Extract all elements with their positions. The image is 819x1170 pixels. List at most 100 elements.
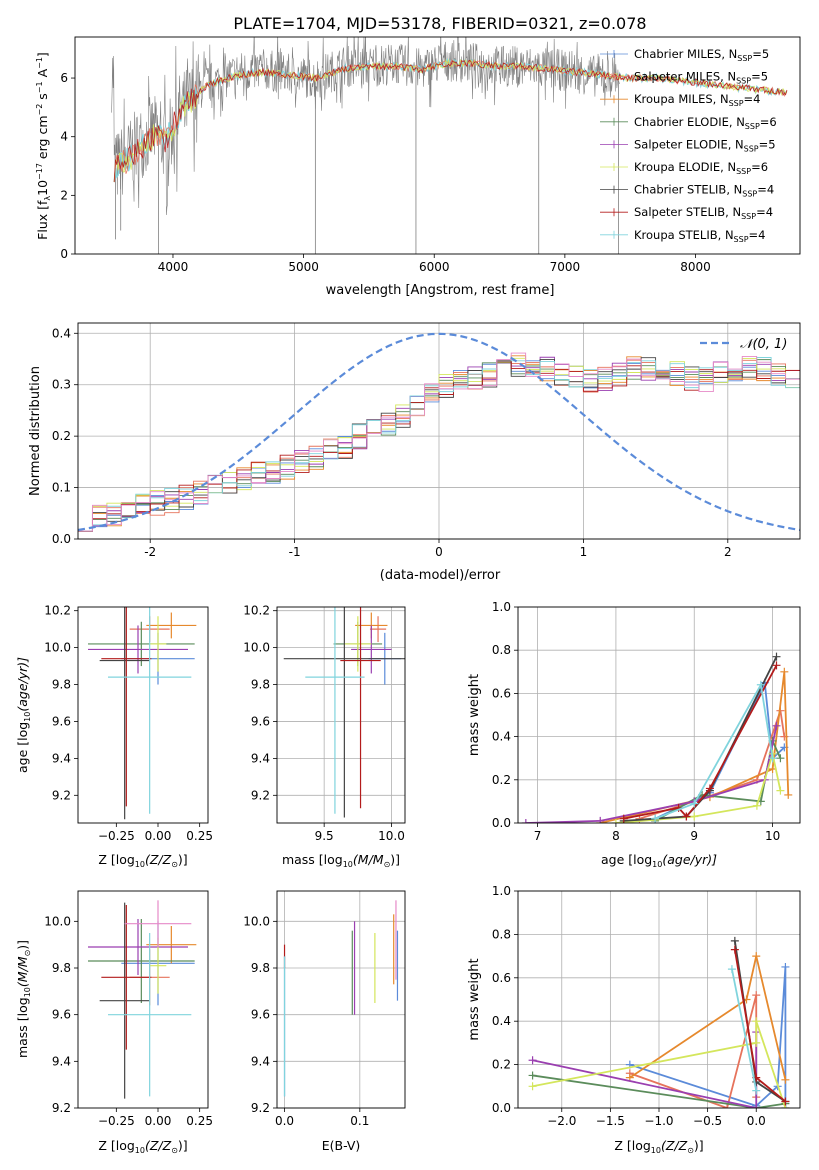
legend-entry-part: =5 (751, 70, 768, 84)
legend-entry: Chabrier MILES, NSSP=5 (634, 47, 769, 63)
weight-series-point (776, 786, 785, 795)
y-axis-label-part: Flux [f (35, 200, 50, 240)
y-tick-label: 0.3 (52, 378, 71, 392)
age_vs_Z-axes: −0.25 0.00 0.259.29.49.69.810.010.2Z [log1… (15, 604, 213, 869)
y-tick-label: 9.6 (251, 714, 270, 728)
y-tick-label: 0.6 (492, 971, 511, 985)
y-tick-label: 9.8 (52, 678, 71, 692)
y-tick-label: 9.8 (52, 961, 71, 975)
y-tick-label: 9.2 (251, 788, 270, 802)
y-tick-label: 0.6 (492, 686, 511, 700)
y-tick-label: 4 (60, 130, 68, 144)
x-axis-label-part: age [log (601, 852, 652, 867)
x-axis-label-part: Z [log (98, 852, 134, 867)
y-axis-label: mass weight (467, 674, 482, 756)
legend-entry-part: N (736, 115, 745, 129)
weight_vs_Z-plot (528, 936, 790, 1108)
weight-series-point (682, 812, 691, 821)
legend-entry-part: =4 (749, 228, 766, 242)
weight-series-point (619, 814, 628, 823)
y-axis-label: mass [log10(M/M⊙)] (15, 940, 32, 1058)
x-axis-label-part: )] (178, 1138, 188, 1153)
normal-curve (78, 332, 800, 532)
x-axis-label-part: (M/M (353, 852, 384, 867)
x-tick-label: 5000 (288, 260, 319, 274)
y-axis-label-part: A (35, 68, 50, 81)
legend-entry-part: SSP (737, 54, 752, 63)
y-axis-label-part: mass [log (15, 997, 30, 1058)
weight-series-point (730, 936, 739, 945)
weight-series-point (528, 1082, 537, 1091)
x-axis-label: age [log10(age/yr)] (601, 852, 717, 869)
spectrum-plot (111, 37, 788, 254)
legend-entry: 𝒩(0, 1) (740, 337, 787, 352)
weight-series-point (752, 801, 761, 810)
y-axis-label-part: (age/yr)] (15, 657, 30, 712)
x-tick-label: 0.0 (275, 1114, 294, 1128)
x-axis-label-part: ⊙ (687, 1146, 694, 1155)
x-tick-label: −1.0 (644, 1114, 673, 1128)
weight-series-point (752, 1104, 761, 1108)
x-tick-label: 0.00 (145, 829, 172, 843)
y-axis-label-part: )] (15, 940, 30, 950)
histogram-step (78, 357, 800, 532)
x-tick-label: −0.25 (98, 1114, 135, 1128)
legend-entry: Kroupa MILES, NSSP=4 (634, 92, 761, 108)
weight_vs_Z-axes: −2.0 −1.5 −1.0 −0.5 0.0 0.0 0.2 0.4 0.6 0.8 1.0 mas… (467, 884, 801, 1155)
weight-series-point (690, 799, 699, 808)
legend-entry-part: N (727, 70, 736, 84)
y-tick-label: 2 (60, 188, 68, 202)
y-tick-label: 10.2 (44, 604, 71, 618)
x-tick-label: 9.5 (315, 829, 334, 843)
legend-entry-part: Chabrier STELIB, (634, 183, 734, 197)
mass_vs_EBV-frame (276, 890, 406, 1109)
x-axis-label-part: ⊙ (384, 860, 391, 869)
x-axis-label-part: )] (694, 1138, 704, 1153)
y-tick-label: 6 (60, 71, 68, 85)
x-axis-label-part: 10 (652, 860, 662, 869)
weight-series-point (752, 952, 761, 961)
weight-series-point (752, 1086, 761, 1095)
legend-entry-part: N (720, 92, 729, 106)
weight-series-point (776, 754, 785, 763)
y-tick-label: 1.0 (492, 600, 511, 614)
weight-series-line (639, 710, 786, 820)
y-tick-label: 0.2 (492, 773, 511, 787)
weight-series-point (730, 945, 739, 954)
legend-entry-part: Salpeter STELIB, (634, 205, 732, 219)
x-tick-label: 8000 (680, 260, 711, 274)
y-tick-label: 9.6 (52, 714, 71, 728)
x-tick-label: 0 (435, 545, 443, 559)
legend-entry: Salpeter MILES, NSSP=5 (634, 70, 768, 86)
histogram-step (78, 352, 800, 532)
y-tick-label: 0.1 (52, 481, 71, 495)
weight-series-point (723, 1104, 732, 1108)
weight-series-point (784, 790, 793, 799)
x-axis-label-part: )] (178, 852, 188, 867)
x-tick-label: 0.25 (186, 829, 213, 843)
y-axis-label: age [log10(age/yr)] (15, 657, 32, 773)
legend-entry-part: Chabrier MILES, (634, 47, 729, 61)
y-axis-label-part: ⊙ (23, 950, 32, 957)
legend-entry-part: SSP (736, 77, 751, 86)
y-tick-label: 9.8 (251, 678, 270, 692)
x-tick-label: 10 (765, 829, 780, 843)
legend-entry-part: SSP (742, 190, 757, 199)
x-axis-label-part: (age/yr)] (662, 852, 717, 867)
y-tick-label: 0.8 (492, 643, 511, 657)
x-axis-label-part: 10 (135, 1146, 145, 1155)
spectrum-axes: 4000 5000 6000 7000 8000 0 2 4 6 Chabrier MILES, … (35, 36, 801, 298)
weight-series-point (768, 754, 777, 763)
legend-entry-part: Kroupa ELODIE, (634, 160, 727, 174)
weight_vs_age-plot (521, 652, 793, 823)
y-tick-label: 9.4 (52, 751, 71, 765)
mass_vs_EBV-axes: 0.0 0.1 9.2 9.4 9.6 9.8 10.0 E(B-V) (243, 890, 406, 1153)
y-tick-label: 9.6 (52, 1008, 71, 1022)
mass_vs_Z-axes: −0.25 0.00 0.259.29.49.69.810.0Z [log10(Z/… (15, 890, 213, 1155)
weight-series-point (611, 819, 620, 823)
legend-entry-part: SSP (734, 235, 749, 244)
weight-series-line (654, 679, 785, 820)
weight-series-line (532, 1074, 786, 1108)
x-tick-label: 7 (534, 829, 542, 843)
